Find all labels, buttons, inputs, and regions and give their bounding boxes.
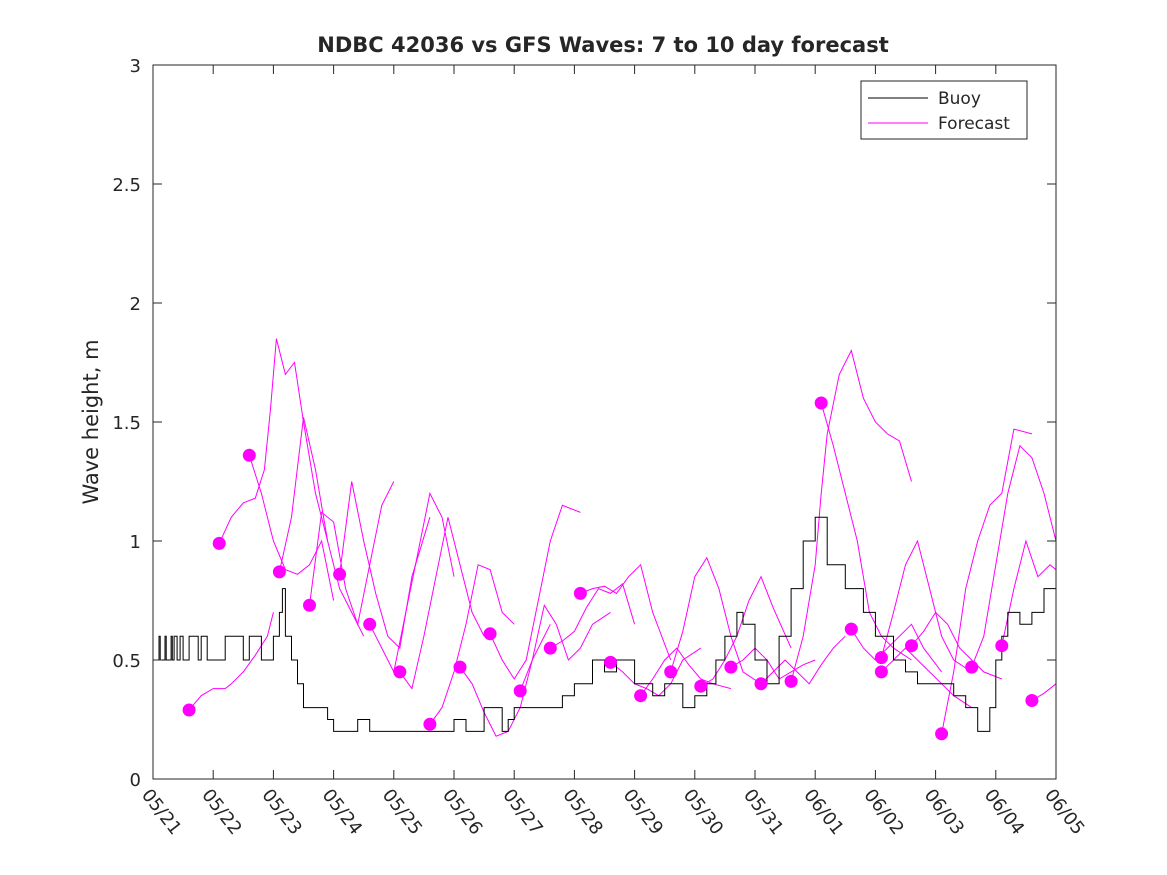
y-tick-label-2: 1	[130, 532, 141, 553]
forecast-line-16	[670, 556, 762, 685]
forecast-line-25	[911, 611, 1002, 680]
forecast-line-23	[880, 539, 972, 673]
forecast-marker-7	[393, 665, 407, 679]
chart-title: NDBC 42036 vs GFS Waves: 7 to 10 day for…	[317, 33, 888, 57]
y-tick-label-3: 1.5	[112, 413, 141, 434]
forecast-marker-12	[543, 641, 557, 655]
forecast-marker-4	[303, 598, 316, 612]
y-tick-label-5: 2.5	[112, 175, 141, 196]
buoy-line	[153, 516, 1057, 732]
forecast-line-8	[429, 564, 515, 725]
y-tick-label-4: 2	[130, 294, 141, 315]
forecast-line-19	[760, 635, 846, 685]
forecast-line-27	[971, 444, 1057, 668]
forecast-line-11	[519, 604, 611, 692]
forecast-marker-9	[453, 660, 467, 674]
forecast-marker-26	[935, 727, 949, 741]
forecast-marker-11	[513, 684, 527, 698]
y-tick-label-6: 3	[130, 56, 141, 77]
forecast-marker-16	[664, 665, 678, 679]
forecast-marker-24	[874, 665, 888, 679]
forecast-marker-14	[604, 655, 617, 669]
forecast-line-3	[278, 417, 365, 637]
forecast-marker-6	[363, 617, 377, 631]
forecast-line-26	[941, 428, 1033, 734]
forecast-marker-20	[784, 674, 798, 688]
forecast-line-1	[218, 338, 329, 544]
forecast-line-13	[580, 563, 672, 661]
forecast-marker-8	[423, 717, 437, 731]
buoy-series-group	[153, 516, 1057, 732]
forecast-line-5	[339, 481, 431, 650]
forecast-line-12	[550, 582, 636, 649]
forecast-series-group	[188, 338, 1057, 737]
forecast-marker-5	[333, 567, 347, 581]
forecast-marker-15	[634, 689, 648, 703]
forecast-marker-2	[242, 448, 256, 462]
forecast-line-24	[881, 647, 972, 709]
forecast-line-15	[640, 647, 732, 696]
forecast-marker-22	[844, 622, 858, 636]
forecast-marker-27	[965, 660, 979, 674]
y-tick-label-0: 0	[130, 770, 141, 791]
forecast-marker-10	[483, 627, 497, 641]
y-tick-label-1: 0.5	[112, 651, 141, 672]
y-axis-label: Wave height, m	[79, 339, 103, 504]
forecast-marker-1	[212, 536, 226, 550]
forecast-line-21	[820, 402, 912, 661]
forecast-line-28	[1001, 539, 1057, 646]
forecast-marker-25	[905, 639, 918, 653]
forecast-line-6	[369, 491, 455, 674]
forecast-marker-29	[1025, 694, 1039, 707]
forecast-marker-23	[874, 651, 888, 665]
legend-label-buoy: Buoy	[938, 89, 981, 109]
forecast-marker-0	[182, 703, 196, 717]
forecast-line-4	[309, 481, 395, 627]
forecast-line-2	[248, 455, 335, 601]
legend-label-forecast: Forecast	[938, 114, 1010, 134]
forecast-marker-28	[995, 639, 1009, 653]
forecast-line-10	[489, 504, 581, 680]
forecast-marker-13	[573, 586, 587, 600]
forecast-markers-group	[182, 396, 1039, 741]
forecast-line-9	[459, 624, 551, 737]
forecast-marker-3	[272, 565, 286, 579]
forecast-marker-19	[754, 677, 768, 691]
forecast-marker-18	[724, 660, 738, 674]
forecast-line-20	[790, 349, 912, 682]
forecast-line-18	[730, 647, 816, 680]
legend: Buoy Forecast	[860, 80, 1028, 140]
legend-box	[860, 80, 1028, 140]
forecast-marker-17	[694, 679, 708, 693]
forecast-marker-21	[814, 396, 828, 410]
